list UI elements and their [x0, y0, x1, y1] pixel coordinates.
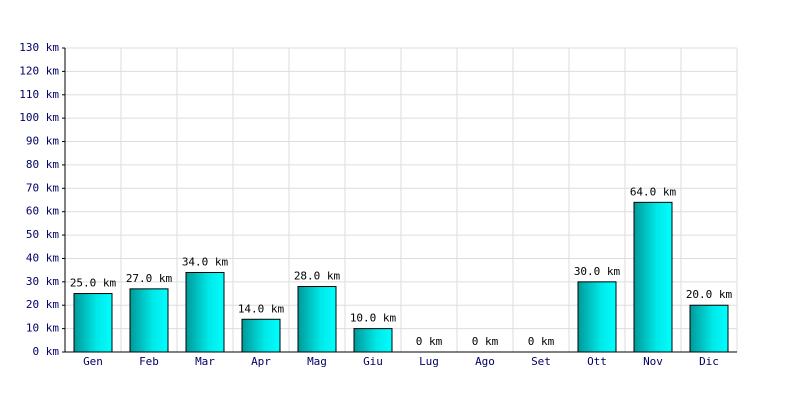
y-tick-label: 100 km	[19, 111, 59, 124]
x-tick-label: Mag	[307, 355, 327, 368]
x-tick-label: Giu	[363, 355, 383, 368]
x-tick-label: Nov	[643, 355, 663, 368]
y-tick-label: 60 km	[26, 205, 59, 218]
value-label: 34.0 km	[182, 255, 229, 268]
y-tick-label: 30 km	[26, 275, 59, 288]
bar	[633, 201, 673, 353]
value-label: 0 km	[416, 335, 443, 348]
y-tick-label: 130 km	[19, 41, 59, 54]
y-tick-label: 80 km	[26, 158, 59, 171]
x-tick-label: Mar	[195, 355, 215, 368]
x-tick-label: Feb	[139, 355, 159, 368]
y-tick-label: 10 km	[26, 322, 59, 335]
bar	[577, 281, 617, 353]
x-tick-label: Apr	[251, 355, 271, 368]
x-tick-label: Dic	[699, 355, 719, 368]
bar	[353, 328, 393, 353]
value-label: 0 km	[472, 335, 499, 348]
x-tick-label: Set	[531, 355, 551, 368]
value-label: 30.0 km	[574, 265, 621, 278]
x-tick-label: Ago	[475, 355, 495, 368]
y-tick-label: 90 km	[26, 135, 59, 148]
bar	[689, 304, 729, 353]
y-tick-label: 120 km	[19, 64, 59, 77]
x-tick-label: Gen	[83, 355, 103, 368]
y-tick-label: 0 km	[33, 345, 60, 358]
y-tick-label: 110 km	[19, 88, 59, 101]
value-label: 64.0 km	[630, 185, 677, 198]
bar	[297, 286, 337, 353]
x-tick-label: Lug	[419, 355, 439, 368]
y-tick-label: 50 km	[26, 228, 59, 241]
value-label: 10.0 km	[350, 312, 397, 325]
bar	[129, 288, 169, 353]
bar	[185, 271, 225, 353]
value-label: 25.0 km	[70, 277, 117, 290]
value-label: 0 km	[528, 335, 555, 348]
value-label: 20.0 km	[686, 288, 733, 301]
y-tick-label: 20 km	[26, 298, 59, 311]
bar	[73, 293, 113, 353]
x-tick-label: Ott	[587, 355, 607, 368]
y-tick-label: 40 km	[26, 251, 59, 264]
value-label: 14.0 km	[238, 302, 285, 315]
y-tick-label: 70 km	[26, 181, 59, 194]
bar	[241, 318, 281, 353]
value-label: 28.0 km	[294, 270, 341, 283]
value-label: 27.0 km	[126, 272, 173, 285]
